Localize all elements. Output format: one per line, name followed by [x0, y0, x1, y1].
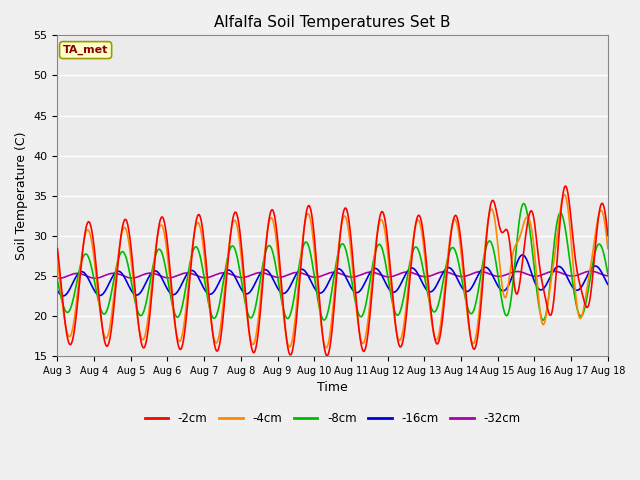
Text: TA_met: TA_met [63, 45, 108, 55]
Y-axis label: Soil Temperature (C): Soil Temperature (C) [15, 132, 28, 260]
Title: Alfalfa Soil Temperatures Set B: Alfalfa Soil Temperatures Set B [214, 15, 451, 30]
Legend: -2cm, -4cm, -8cm, -16cm, -32cm: -2cm, -4cm, -8cm, -16cm, -32cm [140, 407, 525, 430]
X-axis label: Time: Time [317, 382, 348, 395]
